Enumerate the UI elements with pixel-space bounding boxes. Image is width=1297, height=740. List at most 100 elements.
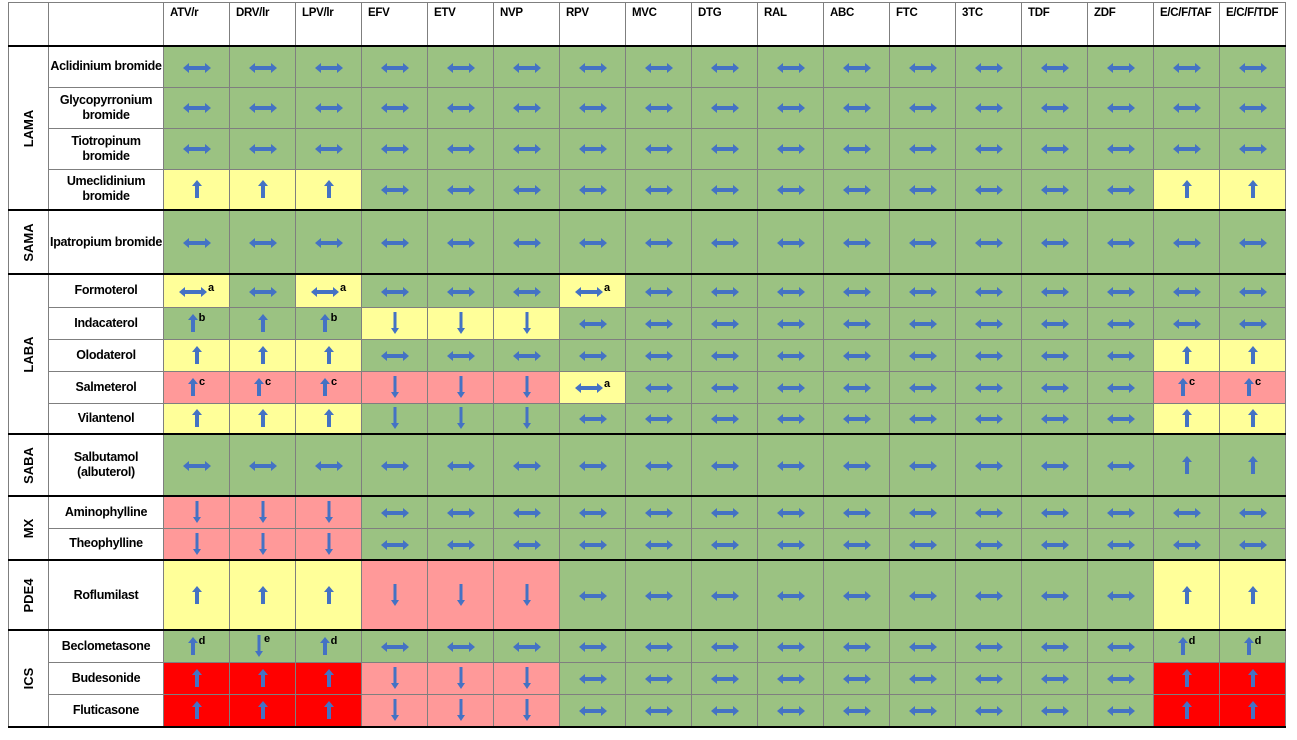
table-body: LAMA Aclidinium bromide Glycopyrronium bro…: [8, 45, 1286, 728]
interaction-cell: [493, 433, 560, 497]
interaction-cell: [889, 127, 956, 170]
arrow-both: [776, 237, 805, 248]
arrow-both: [512, 185, 541, 196]
interaction-cell: [163, 127, 230, 170]
interaction-cell: [889, 495, 956, 529]
arrow-up: [187, 637, 198, 656]
interaction-cell: [493, 127, 560, 170]
arrow-both: [446, 103, 475, 114]
arrow-both: [578, 673, 607, 684]
arrow-both: [248, 286, 277, 297]
arrow-up: [1181, 180, 1192, 199]
arrow-both: [644, 318, 673, 329]
interaction-cell: [1153, 433, 1220, 497]
arrow-both: [710, 590, 739, 601]
arrow-both: [578, 642, 607, 653]
interaction-cell: [1219, 209, 1286, 275]
interaction-cell: [493, 402, 560, 435]
arrow-both: [512, 508, 541, 519]
table-row: LABA Formoterol a a a: [8, 273, 1286, 435]
interaction-cell: [625, 338, 692, 372]
interaction-cell: [1021, 629, 1088, 663]
arrow-both: [908, 185, 937, 196]
arrow-both: [380, 539, 409, 550]
interaction-cell: [1219, 527, 1286, 561]
corner-cell: [48, 2, 164, 47]
arrow-down: [456, 407, 465, 430]
interaction-cell: [1219, 495, 1286, 529]
arrow-both: [710, 382, 739, 393]
arrow-both: [644, 185, 673, 196]
arrow-both: [908, 539, 937, 550]
arrow-both: [974, 144, 1003, 155]
table-row: LAMA Aclidinium bromide: [8, 45, 1286, 211]
arrow-both: [446, 144, 475, 155]
arrow-both: [310, 286, 339, 297]
arrow-both: [710, 673, 739, 684]
interaction-cell: [493, 495, 560, 529]
interaction-cell: [361, 338, 428, 372]
interaction-cell: c: [295, 370, 362, 404]
arrow-both: [1106, 237, 1135, 248]
interaction-cell: [691, 661, 758, 695]
arrow-both: [974, 642, 1003, 653]
arrow-both: [1172, 286, 1201, 297]
column-header: RAL: [757, 2, 824, 47]
interaction-cell: [229, 86, 296, 129]
arrow-up: [1181, 586, 1192, 604]
arrow-both: [1040, 185, 1069, 196]
arrow-both: [578, 62, 607, 73]
arrow-both: [314, 144, 343, 155]
arrow-both: [842, 185, 871, 196]
drug-name: Formoterol: [48, 273, 164, 308]
interaction-cell: [955, 661, 1022, 695]
arrow-both: [710, 706, 739, 717]
interaction-cell: [823, 559, 890, 631]
interaction-cell: [559, 338, 626, 372]
interaction-cell: [295, 495, 362, 529]
interaction-cell: [163, 338, 230, 372]
arrow-down: [390, 312, 399, 334]
interaction-cell: [361, 370, 428, 404]
interaction-cell: [427, 273, 494, 308]
arrow-both: [1040, 460, 1069, 471]
interaction-cell: [229, 209, 296, 275]
arrow-both: [710, 539, 739, 550]
arrow-both: [644, 706, 673, 717]
interaction-cell: [757, 433, 824, 497]
arrow-up: [1177, 378, 1188, 396]
arrow-both: [842, 103, 871, 114]
interaction-cell: [163, 661, 230, 695]
drug-name: Olodaterol: [48, 338, 164, 372]
arrow-both: [974, 539, 1003, 550]
footnote-mark: a: [207, 281, 215, 294]
interaction-cell: [1087, 527, 1154, 561]
interaction-cell: [163, 559, 230, 631]
arrow-both: [1172, 539, 1201, 550]
interaction-cell: [229, 693, 296, 728]
interaction-cell: [229, 559, 296, 631]
interaction-cell: [1087, 661, 1154, 695]
arrow-up: [191, 669, 202, 687]
interaction-cell: [1219, 402, 1286, 435]
interaction-cell: [889, 661, 956, 695]
interaction-cell: [823, 45, 890, 88]
arrow-down: [390, 407, 399, 430]
arrow-down: [522, 667, 531, 689]
arrow-up: [257, 701, 268, 720]
interaction-cell: [823, 402, 890, 435]
interaction-cell: [1021, 45, 1088, 88]
interaction-cell: [889, 273, 956, 308]
table-row: Budesonide: [9, 661, 1286, 695]
interaction-cell: [757, 209, 824, 275]
arrow-up: [1181, 456, 1192, 474]
group-cell: LAMA: [8, 45, 49, 211]
interaction-cell: [163, 209, 230, 275]
interaction-cell: [625, 168, 692, 211]
interaction-cell: [559, 661, 626, 695]
arrow-both: [644, 103, 673, 114]
arrow-both: [446, 539, 475, 550]
interaction-cell: b: [295, 306, 362, 340]
arrow-both: [1106, 508, 1135, 519]
interaction-cell: [1087, 45, 1154, 88]
